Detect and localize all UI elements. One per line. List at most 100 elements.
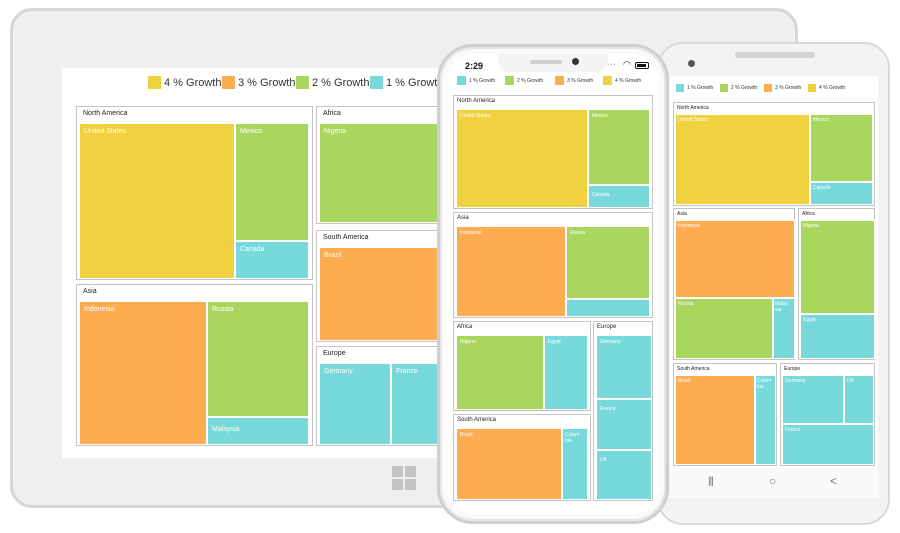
legend-item-1-growth[interactable]: 1 % Growth: [370, 76, 443, 89]
cell-label: Colom bia: [565, 432, 580, 444]
group-label: South America: [323, 234, 369, 241]
back-icon[interactable]: <: [830, 474, 838, 488]
cell-label: Nigeria: [324, 128, 347, 135]
group-label: Africa: [323, 110, 341, 117]
treemap-cell-canada[interactable]: Canada: [588, 185, 650, 208]
treemap-group-south-america[interactable]: South America Brazil: [316, 230, 446, 342]
treemap-cell-indonesia[interactable]: Indonesia: [79, 301, 207, 445]
treemap-cell-france[interactable]: France: [391, 363, 445, 445]
treemap-group-north-america[interactable]: North America United States Mexico Canad…: [453, 95, 653, 209]
treemap-cell-united-states[interactable]: United States: [79, 123, 235, 279]
treemap-cell-indonesia[interactable]: Indonesia: [675, 220, 795, 298]
treemap-group-south-america[interactable]: South America Brazil Colom bia: [453, 414, 591, 501]
legend-item-4-growth[interactable]: 4 % Growth: [148, 76, 221, 89]
legend-label: 2 % Growth: [731, 85, 758, 91]
group-label: Europe: [597, 324, 617, 330]
treemap-cell-brazil[interactable]: Brazil: [456, 428, 562, 500]
signal-icon: ···: [607, 61, 617, 68]
cell-label: Germany: [600, 339, 621, 345]
tablet-screen: 4 % Growth 3 % Growth 2 % Growth 1 % Gro…: [62, 68, 762, 458]
treemap-cell-canada[interactable]: Canada: [235, 241, 309, 279]
treemap-group-asia[interactable]: Asia Indonesia Russia Malay sia: [673, 208, 795, 360]
group-label: North America: [83, 110, 128, 117]
treemap-group-africa[interactable]: Africa Nigeria Egypt: [798, 208, 875, 360]
treemap-cell-mexico[interactable]: Mexico: [235, 123, 309, 241]
cell-label: United States: [678, 117, 709, 123]
camera-icon: [688, 60, 695, 67]
cell-label: Malaysia: [212, 426, 240, 433]
treemap-cell-nigeria[interactable]: Nigeria: [800, 220, 875, 314]
treemap-cell-uk[interactable]: UK: [844, 375, 874, 424]
legend-label: 4 % Growth: [615, 77, 642, 84]
treemap-group-africa[interactable]: Africa Nigeria: [316, 106, 446, 224]
treemap-cell-egypt[interactable]: Egypt: [800, 314, 875, 359]
treemap-cell-colombia[interactable]: Colom bia: [562, 428, 588, 500]
legend-swatch: [296, 76, 309, 89]
treemap-cell-nigeria[interactable]: Nigeria: [456, 335, 544, 410]
legend-label: 4 % Growth: [819, 85, 846, 91]
cell-label: Mexico: [240, 128, 263, 135]
treemap-cell-germany[interactable]: Germany: [319, 363, 391, 445]
treemap-cell-malaysia[interactable]: Malay sia: [773, 298, 795, 359]
cell-label: Egypt: [803, 317, 816, 323]
legend-item-2-growth[interactable]: 2 % Growth: [505, 76, 543, 85]
legend-item-1-growth[interactable]: 1 % Growth: [676, 84, 713, 92]
group-label: Asia: [677, 211, 687, 217]
treemap-cell-indonesia[interactable]: Indonesia: [456, 226, 566, 317]
treemap-group-north-america[interactable]: North America United States Mexico Canad…: [673, 102, 875, 206]
treemap-cell-france[interactable]: France: [782, 424, 874, 465]
legend-item-1-growth[interactable]: 1 % Growth: [457, 76, 495, 85]
android-screen: 1 % Growth 2 % Growth 3 % Growth 4 % Gro…: [670, 76, 878, 468]
treemap-cell-russia[interactable]: Russia: [675, 298, 773, 359]
treemap-cell-mexico[interactable]: Mexico: [810, 114, 873, 182]
treemap-group-asia[interactable]: Asia Indonesia Russia Malaysia: [76, 284, 313, 446]
treemap-cell-united-states[interactable]: United States: [675, 114, 810, 205]
treemap-cell-brazil[interactable]: Brazil: [319, 247, 445, 341]
cell-label: UK: [600, 457, 607, 463]
treemap-group-asia[interactable]: Asia Indonesia Russia: [453, 212, 653, 318]
group-label: Europe: [323, 350, 346, 357]
treemap-cell-egypt[interactable]: Egypt: [544, 335, 588, 410]
legend-swatch: [222, 76, 235, 89]
legend-swatch: [370, 76, 383, 89]
recent-apps-icon[interactable]: |||: [708, 476, 714, 487]
cell-label: Mexico: [592, 113, 608, 119]
treemap-cell-malaysia[interactable]: Malaysia: [207, 417, 309, 445]
legend-item-3-growth[interactable]: 3 % Growth: [764, 84, 801, 92]
treemap-cell-uk[interactable]: UK: [596, 450, 652, 500]
treemap-cell-mexico[interactable]: Mexico: [588, 109, 650, 185]
legend-item-2-growth[interactable]: 2 % Growth: [296, 76, 369, 89]
legend-item-2-growth[interactable]: 2 % Growth: [720, 84, 757, 92]
treemap-cell-russia[interactable]: Russia: [566, 226, 650, 299]
treemap-cell-russia[interactable]: Russia: [207, 301, 309, 417]
treemap-group-north-america[interactable]: North America United States Mexico Canad…: [76, 106, 313, 280]
treemap-group-europe[interactable]: Europe Germany France: [316, 346, 446, 446]
cell-label: Indonesia: [678, 223, 700, 229]
status-time: 2:29: [465, 61, 484, 71]
legend-item-3-growth[interactable]: 3 % Growth: [222, 76, 295, 89]
treemap-cell-colombia[interactable]: Colom bia: [755, 375, 776, 465]
treemap-cell-brazil[interactable]: Brazil: [675, 375, 755, 465]
treemap-group-africa[interactable]: Africa Nigeria Egypt: [453, 321, 591, 411]
cell-label: Canada: [592, 192, 610, 198]
treemap-cell-germany[interactable]: Germany: [596, 335, 652, 399]
treemap-cell-nigeria[interactable]: Nigeria: [319, 123, 445, 223]
cell-label: Indonesia: [460, 230, 482, 236]
legend-item-4-growth[interactable]: 4 % Growth: [808, 84, 845, 92]
legend-swatch: [808, 84, 816, 92]
cell-label: Germany: [785, 378, 806, 384]
treemap-group-europe[interactable]: Europe Germany France UK: [593, 321, 653, 501]
treemap-cell-france[interactable]: France: [596, 399, 652, 450]
legend-item-4-growth[interactable]: 4 % Growth: [603, 76, 641, 85]
home-icon[interactable]: ○: [769, 474, 777, 488]
cell-label: Egypt: [548, 339, 561, 345]
legend-item-3-growth[interactable]: 3 % Growth: [555, 76, 593, 85]
treemap-group-europe[interactable]: Europe Germany UK France: [780, 363, 875, 466]
treemap-cell-united-states[interactable]: United States: [456, 109, 588, 208]
treemap-cell-canada[interactable]: Canada: [810, 182, 873, 205]
treemap-cell-germany[interactable]: Germany: [782, 375, 844, 424]
treemap-cell-asia-small[interactable]: [566, 299, 650, 317]
group-label: North America: [677, 105, 709, 111]
treemap-group-south-america[interactable]: South America Brazil Colom bia: [673, 363, 777, 466]
cell-label: Brazil: [324, 252, 342, 259]
